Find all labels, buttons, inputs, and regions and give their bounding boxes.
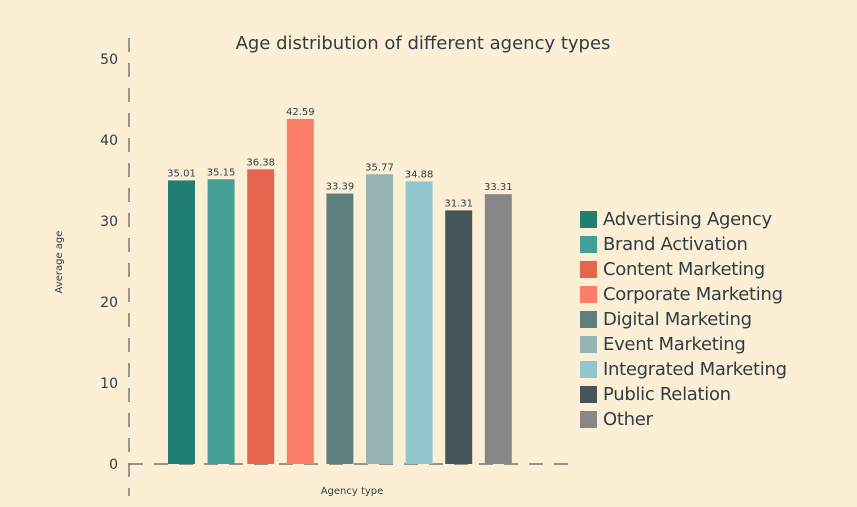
y-tick-label: 40	[100, 133, 118, 149]
legend-label: Public Relation	[603, 384, 731, 405]
legend-label: Advertising Agency	[603, 209, 772, 230]
legend-item: Event Marketing	[580, 332, 787, 357]
bar-value-label: 42.59	[286, 107, 315, 118]
legend-swatch	[580, 311, 597, 328]
legend-swatch	[580, 211, 597, 228]
legend-label: Brand Activation	[603, 234, 748, 255]
bar-value-label: 34.88	[405, 169, 434, 180]
bar-value-label: 36.38	[246, 157, 275, 168]
legend-label: Event Marketing	[603, 334, 746, 355]
bar	[405, 181, 433, 465]
legend: Advertising Agency Brand Activation Conten…	[580, 207, 787, 432]
y-tick-label: 50	[100, 52, 118, 68]
legend-label: Other	[603, 409, 653, 430]
y-axis-label: Average age	[54, 231, 65, 294]
legend-swatch	[580, 286, 597, 303]
chart-title: Age distribution of different agency typ…	[236, 33, 611, 54]
legend-item: Public Relation	[580, 382, 787, 407]
bar	[484, 194, 512, 464]
legend-label: Content Marketing	[603, 259, 765, 280]
bar	[247, 169, 275, 464]
bar	[207, 179, 235, 464]
bar-value-label: 35.01	[167, 168, 196, 179]
y-tick-labels: 0 10 20 30 40 50	[100, 52, 118, 473]
bar-value-label: 33.39	[326, 182, 355, 193]
data-labels: 35.01 35.15 36.38 42.59 33.39 35.77 34.88 31.31…	[167, 107, 512, 209]
legend-swatch	[580, 236, 597, 253]
bars	[168, 119, 512, 465]
legend-swatch	[580, 386, 597, 403]
x-axis-label: Agency type	[321, 486, 384, 497]
legend-item: Advertising Agency	[580, 207, 787, 232]
legend-swatch	[580, 361, 597, 378]
y-tick-label: 20	[100, 295, 118, 311]
legend-item: Digital Marketing	[580, 307, 787, 332]
legend-swatch	[580, 261, 597, 278]
legend-swatch	[580, 336, 597, 353]
legend-swatch	[580, 411, 597, 428]
bar	[366, 174, 393, 464]
bar-value-label: 35.77	[365, 162, 394, 173]
y-tick-label: 30	[100, 214, 118, 230]
legend-item: Other	[580, 407, 787, 432]
y-tick-label: 10	[100, 376, 118, 392]
bar-value-label: 33.31	[484, 182, 513, 193]
legend-item: Integrated Marketing	[580, 357, 787, 382]
legend-label: Integrated Marketing	[603, 359, 787, 380]
legend-item: Corporate Marketing	[580, 282, 787, 307]
bar-value-label: 31.31	[444, 198, 473, 209]
bar	[168, 180, 195, 464]
legend-item: Content Marketing	[580, 257, 787, 282]
bar	[445, 210, 473, 464]
legend-label: Corporate Marketing	[603, 284, 783, 305]
legend-label: Digital Marketing	[603, 309, 752, 330]
bar-value-label: 35.15	[207, 167, 236, 178]
bar	[286, 119, 314, 465]
legend-item: Brand Activation	[580, 232, 787, 257]
y-tick-label: 0	[109, 457, 118, 473]
bar	[326, 193, 354, 464]
